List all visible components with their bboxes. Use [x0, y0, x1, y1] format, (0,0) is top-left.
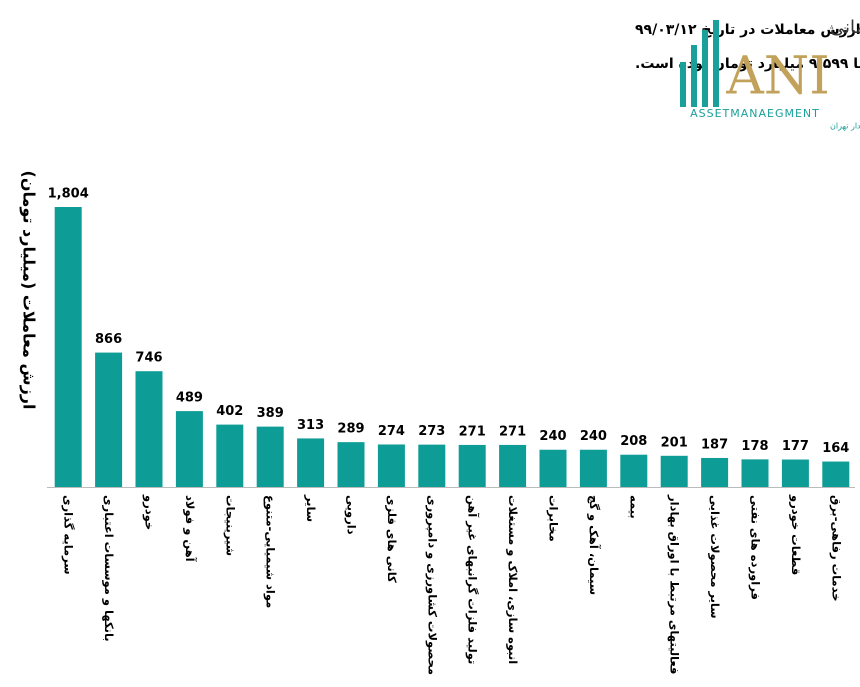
x-tick-label: مواد شیمیایی-متنوع	[263, 495, 278, 608]
value-label: 271	[499, 424, 526, 439]
value-label: 271	[459, 424, 486, 439]
bar	[701, 457, 729, 487]
value-label: 746	[135, 351, 162, 366]
logo: سبدگردان مانی ANI ASSETMANAEGMENT تحت نظ…	[680, 16, 860, 131]
bar	[216, 424, 244, 487]
value-label: 177	[782, 439, 809, 454]
logo-mark: ANI	[725, 47, 830, 107]
x-tick-label: انبوه سازی، املاک و مستغلات	[505, 495, 520, 664]
x-tick-label: خدمات رفاهی-برق	[829, 495, 843, 602]
x-tick-label: شیرینیجات	[223, 495, 237, 556]
value-label: 164	[822, 441, 849, 456]
value-label: 289	[337, 422, 364, 437]
bar	[822, 461, 850, 487]
value-label: 402	[216, 404, 243, 419]
bar	[256, 426, 284, 487]
bar	[579, 449, 607, 487]
bar	[135, 371, 163, 487]
x-tick-label: قطعات خودرو	[788, 494, 803, 575]
value-label: 274	[378, 424, 405, 439]
x-tick-label: دارویی	[344, 495, 359, 535]
bar	[377, 444, 405, 487]
y-axis-label: ارزش معاملات (میلیارد تومان)	[20, 171, 39, 410]
value-label: 313	[297, 418, 324, 433]
x-tick-label: سایر	[304, 494, 318, 522]
value-label: 1,804	[48, 187, 89, 202]
value-label: 240	[580, 429, 607, 444]
logo-english: ASSETMANAEGMENT	[690, 107, 820, 120]
chart-title: نمودار ۲۰ صنعت با بیشترین ارزش معاملات د…	[635, 22, 860, 38]
value-label: 208	[620, 434, 647, 449]
value-label: 273	[418, 424, 445, 439]
x-tick-label: سیمان، آهک و گچ	[586, 495, 601, 595]
bar	[660, 455, 688, 487]
bar	[781, 459, 809, 487]
bar	[418, 444, 446, 487]
bar	[741, 459, 769, 487]
value-label: 178	[741, 439, 768, 454]
value-label: 240	[539, 429, 566, 444]
bar	[175, 411, 203, 487]
x-tick-label: مخابرات	[547, 495, 561, 542]
logo-name: سبدگردان مانی	[830, 16, 860, 38]
x-tick-label: خودرو	[142, 494, 157, 530]
bar	[499, 444, 527, 487]
x-tick-label: سایر محصولات غذایی	[707, 495, 722, 619]
x-tick-label: بیمه	[627, 495, 641, 519]
x-tick-label: آهن و فولاد	[182, 495, 197, 563]
bar	[54, 207, 82, 487]
x-tick-label: بانکها و موسسات اعتباری	[101, 495, 116, 642]
x-tick-label: فعالیتهای مرتبط با اوراق بهادار	[667, 494, 682, 674]
x-tick-label: فراورده های نفتی	[748, 495, 763, 600]
x-tick-label: کانی های فلزی	[385, 495, 399, 583]
value-label: 389	[257, 406, 284, 421]
value-label: 187	[701, 437, 728, 452]
bar	[337, 442, 365, 487]
bar	[297, 438, 325, 487]
x-tick-label: محصولات کشاورزی و دامپروری	[424, 495, 439, 675]
value-label: 866	[95, 332, 122, 347]
bar	[620, 454, 648, 487]
bar	[539, 449, 567, 487]
x-tick-label: تولید فلزات گرانبهای غیر آهن	[465, 495, 480, 664]
bar	[458, 444, 486, 487]
value-label: 489	[176, 391, 203, 406]
value-label: 201	[661, 435, 688, 450]
logo-note: تحت نظارت سازمان بورس و اوراق بهادار تهر…	[830, 122, 860, 131]
bar	[95, 352, 123, 487]
x-tick-label: سرمایه گذاری	[62, 495, 76, 575]
